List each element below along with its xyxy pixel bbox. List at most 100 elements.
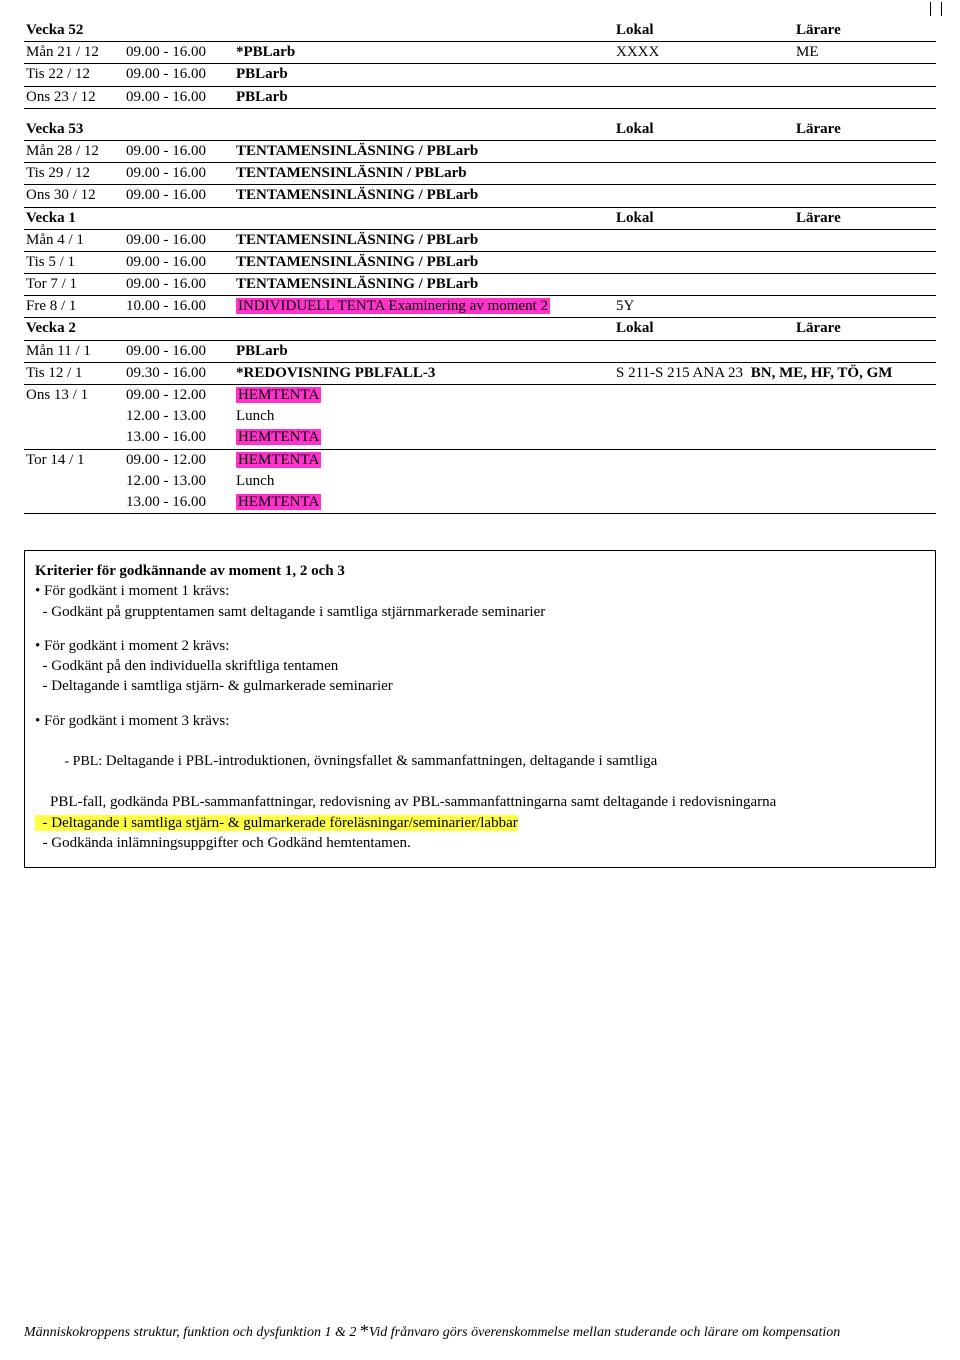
activity-cell: Lunch <box>234 471 614 492</box>
page-root: Vecka 52 Lokal Lärare Mån 21 / 12 09.00 … <box>0 0 960 1360</box>
larare-cell <box>794 64 936 86</box>
time-cell: 09.00 - 16.00 <box>124 140 234 162</box>
time-cell: 09.30 - 16.00 <box>124 362 234 384</box>
day-cell: Ons 13 / 1 <box>24 385 124 407</box>
table-row: Tis 22 / 12 09.00 - 16.00 PBLarb <box>24 64 936 86</box>
lokal-cell: XXXX <box>614 42 794 64</box>
time-cell: 13.00 - 16.00 <box>124 427 234 449</box>
time-cell: 09.00 - 12.00 <box>124 449 234 471</box>
footer-part1: Människokroppens struktur, funktion och … <box>24 1325 360 1340</box>
page-footer: Människokroppens struktur, funktion och … <box>24 1321 936 1342</box>
activity-cell: HEMTENTA <box>234 492 614 514</box>
col-lokal: Lokal <box>614 20 794 42</box>
activity-cell: INDIVIDUELL TENTA Examinering av moment … <box>234 296 614 318</box>
table-row: 13.00 - 16.00 HEMTENTA <box>24 427 936 449</box>
day-cell: Ons 23 / 12 <box>24 86 124 108</box>
criteria-m3-l1: - PBL: Deltagande i PBL-introduktionen, … <box>35 731 925 792</box>
time-cell: 13.00 - 16.00 <box>124 492 234 514</box>
activity-cell: *PBLarb <box>234 42 614 64</box>
activity-cell: HEMTENTA <box>234 449 614 471</box>
table-row: Ons 13 / 1 09.00 - 12.00 HEMTENTA <box>24 385 936 407</box>
day-cell: Mån 21 / 12 <box>24 42 124 64</box>
col-larare: Lärare <box>794 20 936 42</box>
week52-header: Vecka 52 Lokal Lärare <box>24 20 936 42</box>
larare-cell: ME <box>794 42 936 64</box>
table-row: Ons 30 / 12 09.00 - 16.00 TENTAMENSINLÄS… <box>24 185 936 207</box>
lokal-larare-cell: S 211-S 215 ANA 23 BN, ME, HF, TÖ, GM <box>614 362 936 384</box>
criteria-box: Kriterier för godkännande av moment 1, 2… <box>24 550 936 868</box>
lokal-cell: 5Y <box>614 296 794 318</box>
table-row: Mån 11 / 1 09.00 - 16.00 PBLarb <box>24 340 936 362</box>
criteria-m2-title: • För godkänt i moment 2 krävs: <box>35 636 925 656</box>
activity-cell: TENTAMENSINLÄSNING / PBLarb <box>234 140 614 162</box>
col-lokal: Lokal <box>614 318 794 340</box>
day-cell: Fre 8 / 1 <box>24 296 124 318</box>
week2-header: Vecka 2 Lokal Lärare <box>24 318 936 340</box>
day-cell: Mån 11 / 1 <box>24 340 124 362</box>
schedule-vecka53-1-2: Vecka 53 Lokal Lärare Mån 28 / 12 09.00 … <box>24 119 936 514</box>
time-cell: 09.00 - 12.00 <box>124 385 234 407</box>
day-cell: Tis 29 / 12 <box>24 163 124 185</box>
time-cell: 10.00 - 16.00 <box>124 296 234 318</box>
time-cell: 09.00 - 16.00 <box>124 86 234 108</box>
table-row: Tis 5 / 1 09.00 - 16.00 TENTAMENSINLÄSNI… <box>24 251 936 273</box>
criteria-m3-l2: PBL-fall, godkända PBL-sammanfattningar,… <box>35 792 925 812</box>
lokal-cell <box>614 64 794 86</box>
day-cell: Ons 30 / 12 <box>24 185 124 207</box>
time-cell: 09.00 - 16.00 <box>124 229 234 251</box>
criteria-heading: Kriterier för godkännande av moment 1, 2… <box>35 561 925 581</box>
time-cell: 12.00 - 13.00 <box>124 406 234 427</box>
larare-cell <box>794 86 936 108</box>
criteria-m1-l1: - Godkänt på grupptentamen samt deltagan… <box>35 602 925 622</box>
activity-cell: PBLarb <box>234 64 614 86</box>
footer-part2: Vid frånvaro görs överenskommelse mellan… <box>369 1325 840 1340</box>
day-cell: Tis 22 / 12 <box>24 64 124 86</box>
criteria-m3-l3: - Deltagande i samtliga stjärn- & gulmar… <box>35 813 925 833</box>
activity-cell: TENTAMENSINLÄSNING / PBLarb <box>234 251 614 273</box>
table-row: Tor 7 / 1 09.00 - 16.00 TENTAMENSINLÄSNI… <box>24 274 936 296</box>
day-cell: Mån 4 / 1 <box>24 229 124 251</box>
table-row: Tis 12 / 1 09.30 - 16.00 *REDOVISNING PB… <box>24 362 936 384</box>
activity-cell: *REDOVISNING PBLFALL-3 <box>234 362 614 384</box>
activity-cell: TENTAMENSINLÄSNING / PBLarb <box>234 185 614 207</box>
cursor-mark <box>930 2 942 16</box>
table-row: 13.00 - 16.00 HEMTENTA <box>24 492 936 514</box>
day-cell: Tis 12 / 1 <box>24 362 124 384</box>
activity-cell: TENTAMENSINLÄSNING / PBLarb <box>234 274 614 296</box>
col-lokal: Lokal <box>614 119 794 141</box>
criteria-m2-l2: - Deltagande i samtliga stjärn- & gulmar… <box>35 676 925 696</box>
week1-header: Vecka 1 Lokal Lärare <box>24 207 936 229</box>
time-cell: 09.00 - 16.00 <box>124 251 234 273</box>
activity-cell: HEMTENTA <box>234 427 614 449</box>
time-cell: 12.00 - 13.00 <box>124 471 234 492</box>
week1-title: Vecka 1 <box>24 207 614 229</box>
table-row: Mån 21 / 12 09.00 - 16.00 *PBLarb XXXX M… <box>24 42 936 64</box>
table-row: Tor 14 / 1 09.00 - 12.00 HEMTENTA <box>24 449 936 471</box>
table-row: Mån 4 / 1 09.00 - 16.00 TENTAMENSINLÄSNI… <box>24 229 936 251</box>
table-row: Ons 23 / 12 09.00 - 16.00 PBLarb <box>24 86 936 108</box>
activity-cell: TENTAMENSINLÄSNIN / PBLarb <box>234 163 614 185</box>
time-cell: 09.00 - 16.00 <box>124 340 234 362</box>
col-larare: Lärare <box>794 119 936 141</box>
week53-title: Vecka 53 <box>24 119 614 141</box>
activity-cell: TENTAMENSINLÄSNING / PBLarb <box>234 229 614 251</box>
day-cell: Mån 28 / 12 <box>24 140 124 162</box>
time-cell: 09.00 - 16.00 <box>124 64 234 86</box>
col-lokal: Lokal <box>614 207 794 229</box>
time-cell: 09.00 - 16.00 <box>124 274 234 296</box>
activity-cell: PBLarb <box>234 340 614 362</box>
activity-cell: HEMTENTA <box>234 385 614 407</box>
table-row: Mån 28 / 12 09.00 - 16.00 TENTAMENSINLÄS… <box>24 140 936 162</box>
time-cell: 09.00 - 16.00 <box>124 163 234 185</box>
day-cell: Tor 14 / 1 <box>24 449 124 471</box>
activity-cell: PBLarb <box>234 86 614 108</box>
day-cell: Tis 5 / 1 <box>24 251 124 273</box>
activity-cell: Lunch <box>234 406 614 427</box>
schedule-vecka52: Vecka 52 Lokal Lärare Mån 21 / 12 09.00 … <box>24 20 936 109</box>
criteria-m3-l4: - Godkända inlämningsuppgifter och Godkä… <box>35 833 925 853</box>
col-larare: Lärare <box>794 318 936 340</box>
table-row: 12.00 - 13.00 Lunch <box>24 406 936 427</box>
week2-title: Vecka 2 <box>24 318 614 340</box>
criteria-m1-title: • För godkänt i moment 1 krävs: <box>35 581 925 601</box>
criteria-m2-l1: - Godkänt på den individuella skriftliga… <box>35 656 925 676</box>
